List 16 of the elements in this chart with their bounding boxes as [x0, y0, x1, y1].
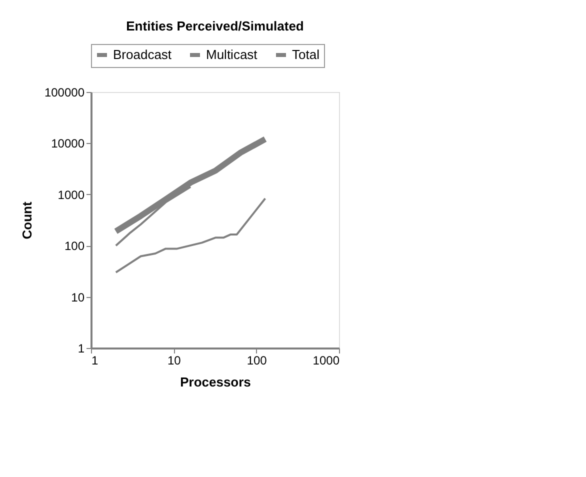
- y-tick-label: 100000: [44, 86, 85, 100]
- y-tick-label: 1000: [58, 188, 85, 202]
- x-tick-label: 1: [92, 354, 98, 368]
- legend-label: Total: [292, 47, 320, 62]
- legend-label: Multicast: [206, 47, 258, 62]
- y-tick-label: 10000: [51, 136, 85, 151]
- chart-title: Entities Perceived/Simulated: [126, 18, 304, 34]
- y-axis-title: Count: [19, 201, 34, 240]
- x-tick-label: 100: [246, 354, 268, 368]
- x-tick-label: 1000: [312, 354, 340, 368]
- y-tick-label: 100: [64, 239, 85, 254]
- y-tick-label: 10: [71, 290, 85, 304]
- x-axis-title: Processors: [180, 374, 251, 390]
- legend-label: Broadcast: [113, 47, 172, 62]
- x-tick-label: 10: [167, 354, 182, 368]
- y-tick-label: 1: [78, 342, 85, 356]
